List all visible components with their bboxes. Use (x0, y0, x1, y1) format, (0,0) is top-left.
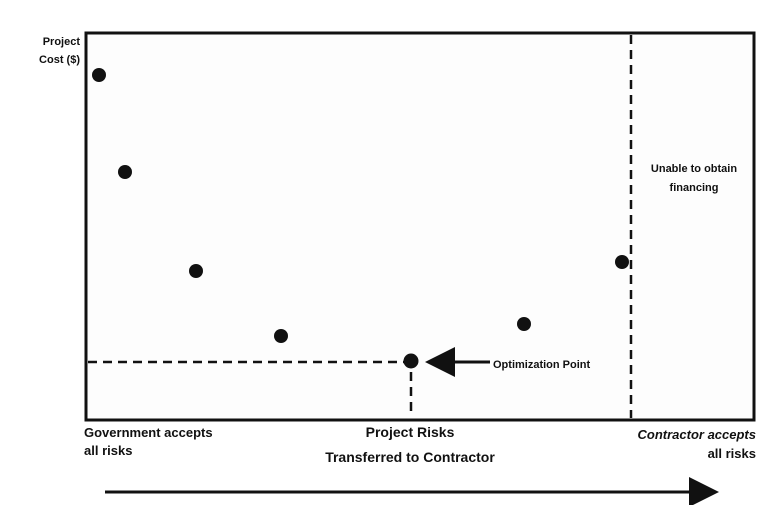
point (189, 264, 203, 278)
y-label: Project (43, 36, 81, 48)
points (92, 68, 629, 369)
center-label: Project Risks (366, 424, 455, 440)
center-label: Transferred to Contractor (325, 449, 495, 465)
left-label: Government accepts (84, 425, 213, 440)
frame (84, 31, 756, 422)
point (274, 329, 288, 343)
point (118, 165, 132, 179)
zone-label: financing (670, 182, 719, 194)
right-label: Contractor accepts (638, 427, 756, 442)
point (92, 68, 106, 82)
zone-label: Unable to obtain (651, 163, 737, 175)
left-label: all risks (84, 443, 132, 458)
right-label: all risks (708, 446, 756, 461)
y-label: Cost ($) (39, 54, 80, 66)
point (615, 255, 629, 269)
point (517, 317, 531, 331)
annotation: Optimization Point (493, 359, 590, 371)
optimization-point (403, 353, 419, 369)
